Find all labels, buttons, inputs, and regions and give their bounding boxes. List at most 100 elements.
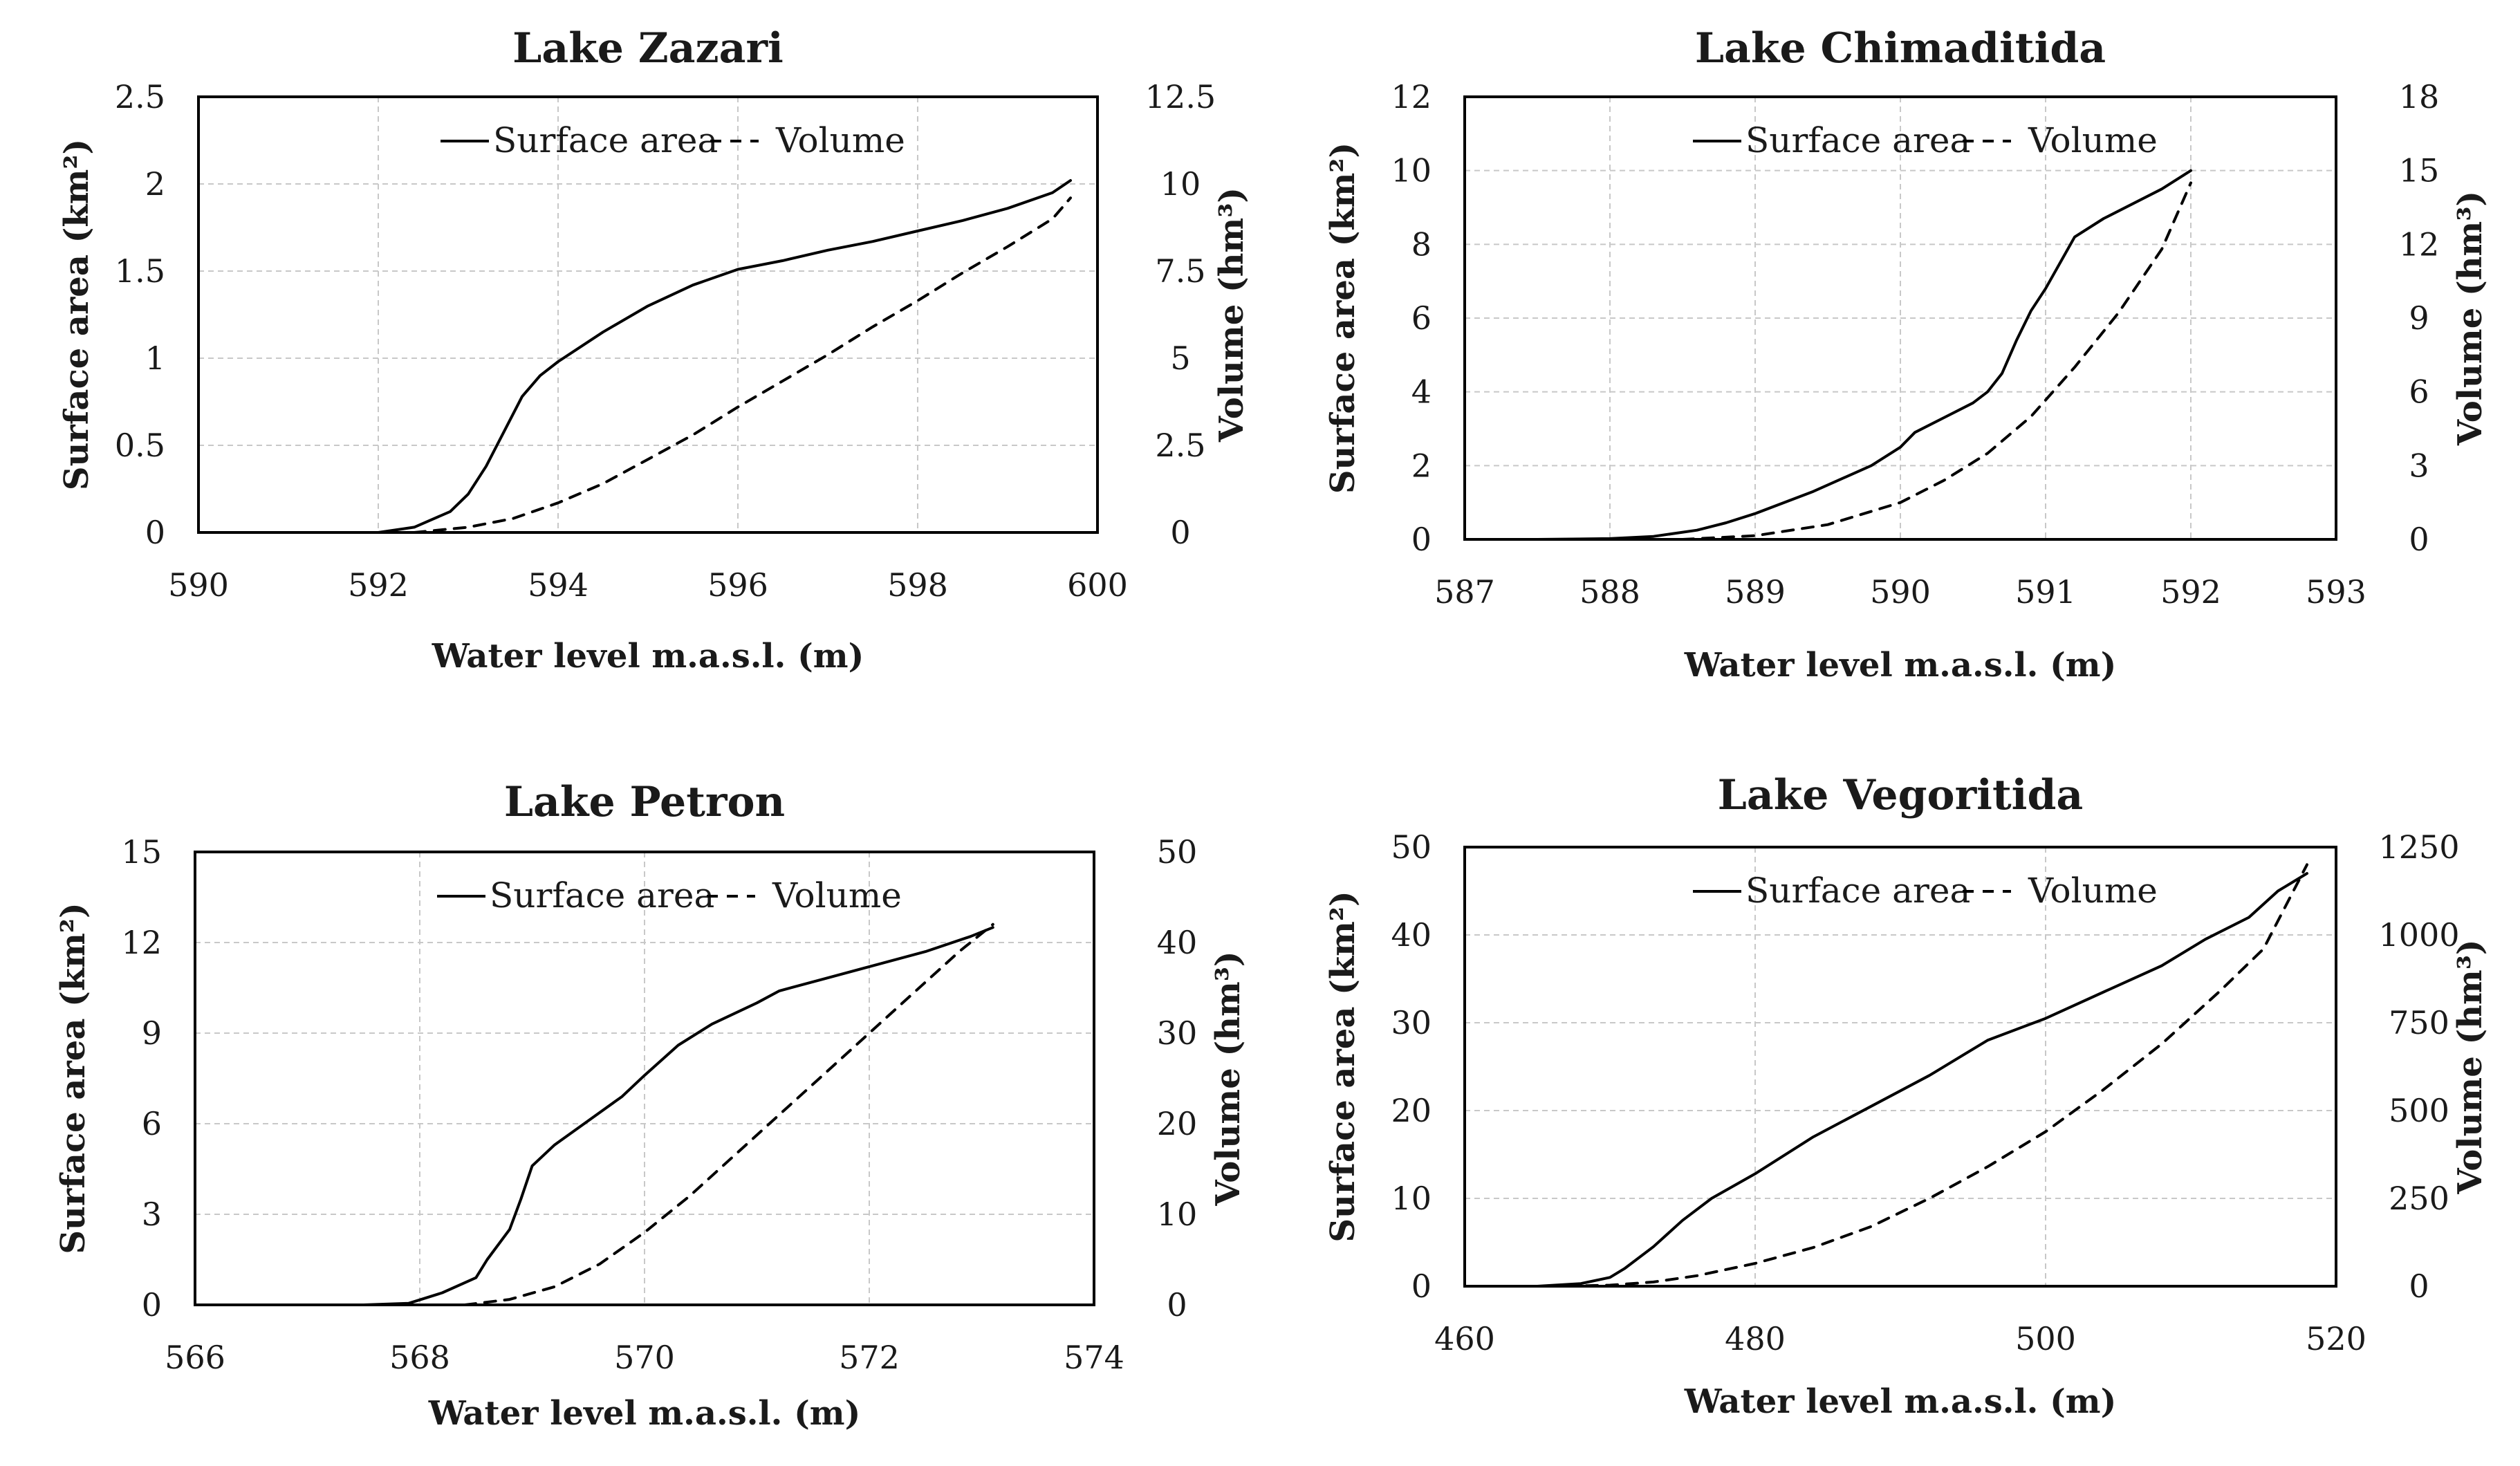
chart-3-series-surface-area-line xyxy=(362,926,994,1306)
chart-2-y-tick-label: 4 xyxy=(1411,373,1432,411)
chart-1-y-tick-label: 0.5 xyxy=(115,427,165,464)
chart-1-y-tick-label: 2 xyxy=(145,165,165,203)
chart-3-y2-tick-label: 0 xyxy=(1167,1286,1187,1324)
chart-1-legend-surface-area: Surface area xyxy=(493,120,718,160)
chart-4-y2-tick-label: 1250 xyxy=(2378,828,2459,866)
chart-2-y2-axis-label: Volume (hm³) xyxy=(2451,191,2490,446)
chart-4-y2-tick-label: 250 xyxy=(2389,1180,2449,1217)
chart-1-x-tick-label: 596 xyxy=(707,566,768,604)
chart-3-legend-volume: Volume xyxy=(772,875,902,916)
chart-4-series-volume-line xyxy=(1565,863,2308,1288)
chart-1-y2-tick-label: 0 xyxy=(1170,514,1190,551)
chart-2-x-tick-label: 591 xyxy=(2015,573,2076,611)
chart-1-title: Lake Zazari xyxy=(512,24,784,73)
chart-2-y-tick-label: 12 xyxy=(1391,78,1432,115)
chart-1-y-axis-label: Surface area (km²) xyxy=(57,139,96,490)
chart-1-series-volume-line xyxy=(413,196,1072,534)
chart-2-legend-surface-area: Surface area xyxy=(1745,120,1970,160)
chart-2-x-axis-label: Water level m.a.s.l. (m) xyxy=(1684,646,2117,685)
chart-2-x-tick-label: 590 xyxy=(1870,573,1931,611)
chart-4-y2-tick-label: 500 xyxy=(2389,1092,2449,1129)
chart-3-y-tick-label: 9 xyxy=(142,1014,162,1052)
chart-1-y-tick-label: 1 xyxy=(145,340,165,377)
chart-3-x-tick-label: 572 xyxy=(839,1339,900,1376)
chart-4-x-tick-label: 460 xyxy=(1434,1320,1495,1357)
chart-4-y-tick-label: 40 xyxy=(1391,916,1432,954)
chart-1-y2-tick-label: 5 xyxy=(1170,340,1190,377)
chart-4-legend-surface-area: Surface area xyxy=(1745,871,1970,911)
chart-4-y-tick-label: 20 xyxy=(1391,1092,1432,1129)
chart-3-x-axis-label: Water level m.a.s.l. (m) xyxy=(428,1394,861,1433)
chart-2-x-tick-label: 592 xyxy=(2160,573,2221,611)
chart-2-y-axis-label: Surface area (km²) xyxy=(1324,142,1362,494)
chart-4-x-axis-label: Water level m.a.s.l. (m) xyxy=(1684,1382,2117,1421)
chart-2-y-tick-label: 8 xyxy=(1411,225,1432,263)
chart-3-y-tick-label: 12 xyxy=(121,924,162,961)
chart-1-y2-axis-label: Volume (hm³) xyxy=(1212,187,1251,443)
chart-3-y-tick-label: 0 xyxy=(142,1286,162,1324)
chart-3-y2-tick-label: 50 xyxy=(1157,833,1198,871)
chart-2-plot-frame xyxy=(1463,95,2337,541)
chart-4-y-tick-label: 0 xyxy=(1411,1268,1432,1305)
chart-1-y-tick-label: 0 xyxy=(145,514,165,551)
chart-4-x-tick-label: 480 xyxy=(1725,1320,1786,1357)
chart-2-y2-tick-label: 15 xyxy=(2399,152,2440,189)
chart-1-x-tick-label: 598 xyxy=(887,566,948,604)
chart-3-legend-surface-area: Surface area xyxy=(490,875,714,916)
chart-1-y-tick-label: 1.5 xyxy=(115,252,165,290)
chart-1-plot-frame xyxy=(197,95,1099,534)
chart-2-y2-tick-label: 6 xyxy=(2409,373,2429,411)
chart-2-series-volume-line xyxy=(1681,181,2192,541)
chart-4-title: Lake Vegoritida xyxy=(1718,771,2084,819)
chart-3-x-tick-label: 568 xyxy=(389,1339,450,1376)
chart-2-y2-tick-label: 3 xyxy=(2409,447,2429,484)
chart-2-y-tick-label: 10 xyxy=(1391,152,1432,189)
chart-3-title: Lake Petron xyxy=(504,778,785,826)
chart-3-y-tick-label: 6 xyxy=(142,1105,162,1142)
chart-4-y2-axis-label: Volume (hm³) xyxy=(2451,939,2490,1194)
chart-2-y2-tick-label: 12 xyxy=(2399,225,2440,263)
chart-3-y2-tick-label: 30 xyxy=(1157,1014,1198,1052)
chart-1-legend-volume: Volume xyxy=(775,120,905,160)
chart-1-x-tick-label: 592 xyxy=(348,566,409,604)
chart-3-y2-tick-label: 40 xyxy=(1157,924,1198,961)
chart-2-y2-tick-label: 0 xyxy=(2409,521,2429,558)
chart-3-series-volume-line xyxy=(463,922,994,1306)
chart-4-y-tick-label: 50 xyxy=(1391,828,1432,866)
chart-2-x-tick-label: 589 xyxy=(1725,573,1786,611)
chart-4-plot-frame xyxy=(1463,846,2337,1288)
chart-4-y2-tick-label: 750 xyxy=(2389,1004,2449,1041)
chart-3-plot-frame xyxy=(194,851,1095,1306)
chart-2-x-tick-label: 588 xyxy=(1579,573,1640,611)
chart-2-legend-volume: Volume xyxy=(2028,120,2158,160)
chart-1-y2-tick-label: 10 xyxy=(1160,165,1201,203)
chart-4-y-axis-label: Surface area (km²) xyxy=(1324,891,1362,1242)
chart-2-y-tick-label: 0 xyxy=(1411,521,1432,558)
chart-4-y2-tick-label: 0 xyxy=(2409,1268,2429,1305)
chart-4-y2-tick-label: 1000 xyxy=(2378,916,2459,954)
chart-2-y2-tick-label: 9 xyxy=(2409,299,2429,337)
chart-3-x-tick-label: 570 xyxy=(614,1339,675,1376)
chart-2-y-tick-label: 2 xyxy=(1411,447,1432,484)
chart-4-series-surface-area-line xyxy=(1536,872,2308,1288)
chart-1-x-axis-label: Water level m.a.s.l. (m) xyxy=(432,637,864,676)
chart-1-y2-tick-label: 12.5 xyxy=(1145,78,1216,115)
chart-3-x-tick-label: 574 xyxy=(1064,1339,1124,1376)
chart-4-x-tick-label: 520 xyxy=(2306,1320,2366,1357)
chart-1-y2-tick-label: 7.5 xyxy=(1155,252,1205,290)
chart-4-legend-volume: Volume xyxy=(2028,871,2158,911)
chart-4-y-tick-label: 10 xyxy=(1391,1180,1432,1217)
chart-3-y-tick-label: 3 xyxy=(142,1196,162,1233)
chart-1-x-tick-label: 590 xyxy=(168,566,229,604)
chart-2-series-surface-area-line xyxy=(1463,169,2192,541)
chart-1-x-tick-label: 594 xyxy=(528,566,589,604)
chart-3-y2-axis-label: Volume (hm³) xyxy=(1209,951,1248,1206)
chart-3-y2-tick-label: 20 xyxy=(1157,1105,1198,1142)
chart-1-y2-tick-label: 2.5 xyxy=(1155,427,1205,464)
chart-1-x-tick-label: 600 xyxy=(1067,566,1128,604)
chart-1-series-surface-area-line xyxy=(377,179,1072,534)
chart-4-y-tick-label: 30 xyxy=(1391,1004,1432,1041)
chart-2-y2-tick-label: 18 xyxy=(2399,78,2440,115)
chart-2-x-tick-label: 593 xyxy=(2306,573,2366,611)
